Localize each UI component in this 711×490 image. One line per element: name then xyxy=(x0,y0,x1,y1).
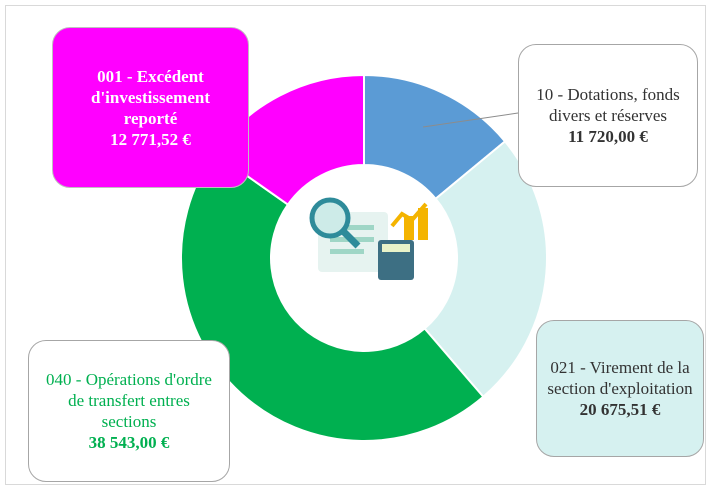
value-label: 12 771,52 € xyxy=(110,129,191,149)
category-label: 021 - Virement de la section d'exploitat… xyxy=(547,358,693,398)
donut-slice xyxy=(180,151,485,442)
frame xyxy=(5,5,706,485)
label-box: 10 - Dotations, fonds divers et réserves… xyxy=(518,44,698,187)
value-label: 11 720,00 € xyxy=(568,127,648,146)
center-icon xyxy=(309,197,428,280)
donut xyxy=(180,73,548,442)
donut-slice xyxy=(423,139,548,399)
value-label: 20 675,51 € xyxy=(579,400,661,419)
donut-slice xyxy=(212,73,365,206)
category-label: 10 - Dotations, fonds divers et réserves xyxy=(536,85,680,125)
label-box: 021 - Virement de la section d'exploitat… xyxy=(536,320,704,457)
label-box: 001 - Excédent d'investissement reporté 1… xyxy=(52,27,249,188)
label-box: 040 - Opérations d'ordre de transfert en… xyxy=(28,340,230,482)
leader-line xyxy=(422,112,519,128)
value-label: 38 543,00 € xyxy=(88,433,170,452)
category-label: 040 - Opérations d'ordre de transfert en… xyxy=(46,370,212,431)
category-label: 001 - Excédent d'investissement reporté xyxy=(91,66,210,128)
